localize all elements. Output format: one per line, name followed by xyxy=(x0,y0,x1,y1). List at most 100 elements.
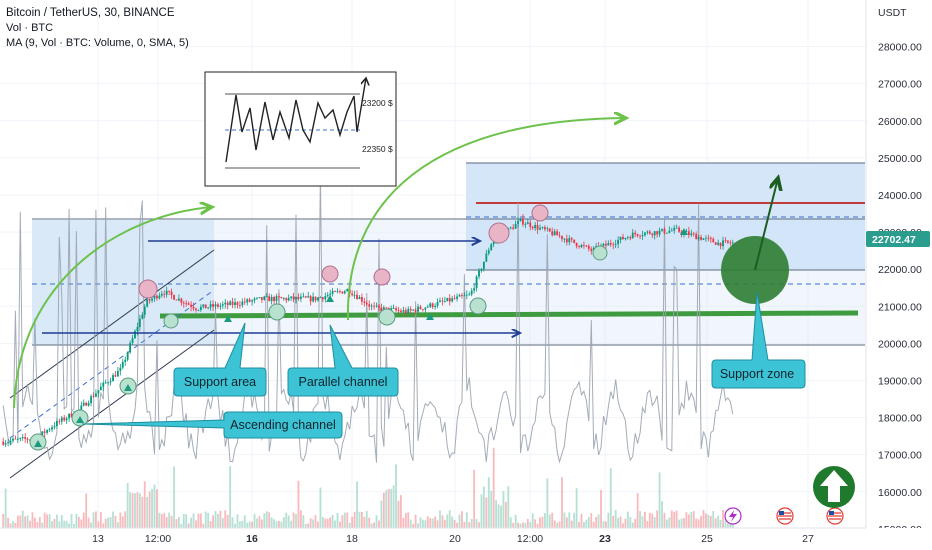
volume-bar xyxy=(622,523,624,528)
volume-bar xyxy=(60,515,63,528)
volume-bar xyxy=(409,519,412,528)
volume-bar xyxy=(82,512,85,528)
candle-body xyxy=(177,298,180,301)
candle-body xyxy=(451,298,454,302)
candle-body xyxy=(317,297,319,301)
volume-bar xyxy=(651,513,654,528)
candle-body xyxy=(692,233,695,235)
us-flag-canton xyxy=(779,511,784,515)
candle-body xyxy=(302,296,305,298)
volume-bar xyxy=(14,522,17,528)
candle-body xyxy=(536,225,539,230)
volume-bar xyxy=(658,472,661,528)
candle-body xyxy=(436,301,439,306)
candle-body xyxy=(619,236,622,241)
candle-body xyxy=(719,242,722,247)
callout-parallel-channel[interactable]: Parallel channel xyxy=(287,324,399,397)
candle-body xyxy=(9,440,12,443)
volume-bar xyxy=(565,517,568,528)
volume-bar xyxy=(12,521,14,528)
support-line xyxy=(159,310,859,319)
candle-body xyxy=(334,291,336,292)
volume-bar xyxy=(436,520,439,528)
candle-body xyxy=(461,295,463,296)
candle-body xyxy=(339,291,341,292)
volume-bar xyxy=(199,513,202,528)
us-flag-canton xyxy=(829,511,834,515)
volume-bar xyxy=(21,510,24,528)
candle-body xyxy=(673,227,676,231)
volume-bar xyxy=(553,520,556,528)
candle-body xyxy=(646,231,649,233)
price-tick-label: 24000.00 xyxy=(878,190,922,202)
volume-bar xyxy=(512,522,515,528)
legend-volume: Vol · BTC xyxy=(6,22,54,34)
volume-bar xyxy=(492,447,495,528)
candle-body xyxy=(116,370,119,377)
callout-ascending-channel[interactable]: Ascending channel xyxy=(81,411,343,439)
candle-body xyxy=(151,298,153,301)
volume-bar xyxy=(563,512,566,528)
volume-bar xyxy=(153,484,156,528)
candle-body xyxy=(107,382,110,384)
volume-bar xyxy=(190,517,193,528)
candle-body xyxy=(419,306,422,310)
swing-low-marker xyxy=(469,297,487,315)
candle-body xyxy=(670,230,673,232)
candle-body xyxy=(590,248,593,251)
volume-bar xyxy=(97,521,100,528)
candle-body xyxy=(634,232,637,235)
candle-body xyxy=(158,295,161,299)
volume-bar xyxy=(687,514,690,528)
volume-bar xyxy=(456,522,458,528)
candle-body xyxy=(583,244,585,246)
signal-triangle xyxy=(426,313,434,320)
volume-bar xyxy=(41,522,44,528)
event-icons[interactable] xyxy=(724,507,844,525)
candle-body xyxy=(424,307,427,310)
candle-body xyxy=(358,297,361,299)
candle-body xyxy=(512,227,515,229)
candle-body xyxy=(126,352,129,360)
volume-bar xyxy=(151,488,153,528)
volume-bar xyxy=(141,496,144,528)
candle-body xyxy=(85,402,88,406)
candle-body xyxy=(224,302,227,305)
candle-body xyxy=(119,367,122,371)
candle-body xyxy=(285,298,288,301)
volume-bar xyxy=(475,518,478,528)
volume-bar xyxy=(285,512,288,528)
volume-bar xyxy=(424,520,427,528)
callout-support-zone[interactable]: Support zone xyxy=(711,291,806,389)
candle-body xyxy=(548,228,551,232)
time-axis-panel[interactable] xyxy=(0,528,932,550)
candle-body xyxy=(238,304,241,306)
volume-bar xyxy=(561,477,563,528)
volume-bar xyxy=(224,510,227,528)
price-axis-panel[interactable] xyxy=(866,0,932,550)
candle-body xyxy=(426,306,429,308)
bullish-badge[interactable] xyxy=(813,466,855,508)
candle-body xyxy=(16,438,19,440)
candle-body xyxy=(534,225,537,229)
signal-triangle xyxy=(76,416,84,423)
callout-support-area[interactable]: Support area xyxy=(173,322,267,397)
candle-body xyxy=(434,305,437,308)
volume-bar xyxy=(656,510,659,528)
candle-body xyxy=(485,253,488,262)
volume-bar xyxy=(690,511,693,528)
candle-body xyxy=(653,231,656,236)
price-tick-label: 19000.00 xyxy=(878,375,922,387)
candle-body xyxy=(46,429,49,433)
volume-bar xyxy=(241,520,244,528)
volume-bar xyxy=(104,518,107,528)
candle-body xyxy=(604,243,607,246)
candle-body xyxy=(241,301,244,306)
volume-bar xyxy=(353,511,356,528)
candle-body xyxy=(678,227,681,232)
candle-body xyxy=(661,228,663,231)
volume-bar xyxy=(641,516,644,528)
volume-bar xyxy=(612,515,615,528)
price-axis-ticks: 15000.0016000.0017000.0018000.0019000.00… xyxy=(878,42,922,536)
